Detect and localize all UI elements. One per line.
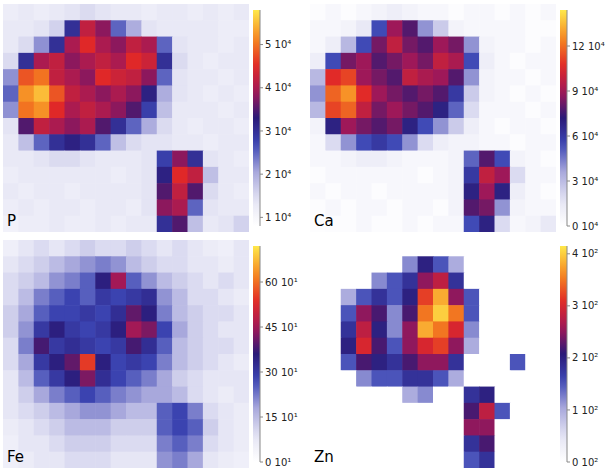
svg-text:6 10⁴: 6 10⁴ [572, 131, 598, 142]
svg-text:4 10⁴: 4 10⁴ [265, 82, 291, 93]
svg-text:3 10²: 3 10² [572, 300, 598, 311]
svg-text:2 10⁴: 2 10⁴ [265, 169, 291, 180]
svg-text:0 10⁴: 0 10⁴ [572, 221, 598, 232]
svg-text:3 10⁴: 3 10⁴ [572, 176, 598, 187]
svg-text:5 10⁴: 5 10⁴ [265, 39, 291, 50]
svg-text:1 10⁴: 1 10⁴ [265, 212, 291, 223]
html-text:Ca: Ca [314, 212, 334, 230]
svg-text:60 10¹: 60 10¹ [265, 277, 298, 288]
svg-text:15 10¹: 15 10¹ [265, 412, 298, 423]
svg-text:0 10²: 0 10² [572, 457, 598, 468]
svg-text:3 10⁴: 3 10⁴ [265, 126, 291, 137]
svg-text:2 10²: 2 10² [572, 352, 598, 363]
svg-text:0 10¹: 0 10¹ [265, 457, 291, 468]
svg-text:30 10¹: 30 10¹ [265, 367, 298, 378]
svg-text:45 10¹: 45 10¹ [265, 322, 298, 333]
svg-text:1 10²: 1 10² [572, 405, 598, 416]
svg-text:12 10⁴: 12 10⁴ [572, 41, 605, 52]
svg-text:4 10²: 4 10² [572, 248, 598, 259]
html-text:Fe: Fe [7, 448, 24, 466]
svg-text:9 10⁴: 9 10⁴ [572, 86, 598, 97]
html-text:P: P [7, 212, 16, 230]
html-text:Zn: Zn [314, 448, 334, 466]
